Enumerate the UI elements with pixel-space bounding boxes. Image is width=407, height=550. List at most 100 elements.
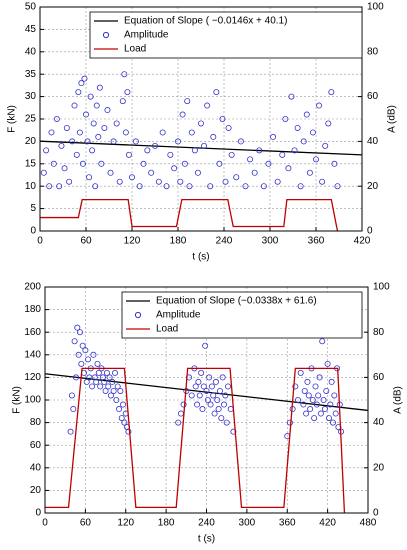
amplitude-point: [119, 98, 126, 105]
amplitude-point: [181, 160, 188, 167]
series-line: [45, 367, 346, 514]
y-tick-label: 30: [25, 91, 37, 102]
amplitude-point: [208, 383, 215, 390]
amplitude-point: [120, 401, 127, 408]
amplitude-point: [71, 338, 78, 345]
y2-tick-label: 20: [373, 462, 385, 473]
x-tick-label: 180: [158, 518, 175, 529]
amplitude-point: [89, 383, 96, 390]
amplitude-point: [206, 374, 213, 381]
amplitude-point: [70, 406, 77, 413]
amplitude-point: [84, 138, 91, 145]
amplitude-point: [212, 378, 219, 385]
legend-marker: [134, 311, 142, 319]
amplitude-point: [79, 160, 86, 167]
amplitude-point: [219, 374, 226, 381]
amplitude-point: [291, 147, 298, 154]
chart: 0 60 120 180 240 300 360 4200510152025303540455…: [7, 2, 398, 263]
legend-box: [121, 291, 363, 339]
y-tick-label: 15: [25, 158, 37, 169]
amplitude-point: [328, 89, 335, 96]
amplitude-point: [144, 147, 151, 154]
amplitude-point: [214, 396, 221, 403]
amplitude-point: [225, 383, 232, 390]
amplitude-point: [85, 356, 92, 363]
amplitude-point: [306, 169, 313, 176]
amplitude-point: [132, 138, 139, 145]
y2-axis-label: A (dB): [387, 105, 398, 133]
amplitude-point: [242, 183, 249, 190]
amplitude-point: [167, 151, 174, 158]
amplitude-point: [319, 338, 326, 345]
y2-tick-label: 0: [373, 508, 379, 519]
y-tick-label: 80: [30, 417, 42, 428]
x-tick-label: 60: [80, 236, 92, 247]
amplitude-point: [107, 392, 114, 399]
amplitude-point: [118, 415, 125, 422]
amplitude-point: [317, 410, 324, 417]
amplitude-point: [210, 392, 217, 399]
amplitude-point: [104, 107, 111, 114]
y-axis-label: F (kN): [7, 105, 18, 133]
y-tick-label: 140: [24, 349, 41, 360]
amplitude-point: [89, 147, 96, 154]
amplitude-point: [312, 156, 319, 163]
amplitude-point: [198, 369, 205, 376]
y-tick-label: 45: [25, 24, 37, 35]
amplitude-point: [114, 383, 121, 390]
amplitude-point: [320, 396, 327, 403]
amplitude-point: [305, 392, 312, 399]
amplitude-point: [106, 374, 113, 381]
amplitude-point: [113, 396, 120, 403]
amplitude-point: [71, 102, 78, 109]
x-tick-label: 240: [198, 518, 215, 529]
x-tick-label: 120: [124, 236, 141, 247]
amplitude-point: [279, 151, 286, 158]
x-tick-label: 360: [279, 518, 296, 529]
amplitude-point: [265, 160, 272, 167]
x-tick-label: 300: [262, 236, 279, 247]
amplitude-point: [177, 178, 184, 185]
y-tick-label: 160: [24, 327, 41, 338]
amplitude-point: [199, 406, 206, 413]
amplitude-point: [93, 378, 100, 385]
y-tick-label: 120: [24, 372, 41, 383]
amplitude-point: [330, 419, 337, 426]
amplitude-point: [204, 102, 211, 109]
amplitude-point: [303, 410, 310, 417]
amplitude-point: [82, 347, 89, 354]
amplitude-point: [227, 406, 234, 413]
amplitude-point: [50, 160, 57, 167]
y-tick-label: 5: [30, 203, 36, 214]
amplitude-point: [125, 151, 132, 158]
legend-label: Load: [124, 44, 146, 55]
amplitude-point: [40, 169, 47, 176]
amplitude-point: [230, 428, 237, 435]
amplitude-point: [196, 392, 203, 399]
amplitude-point: [163, 183, 170, 190]
x-tick-label: 240: [216, 236, 233, 247]
amplitude-point: [216, 160, 223, 167]
amplitude-point: [95, 133, 102, 140]
amplitude-point: [76, 129, 83, 136]
amplitude-point: [270, 133, 277, 140]
amplitude-point: [223, 419, 230, 426]
amplitude-point: [311, 415, 318, 422]
amplitude-point: [116, 178, 123, 185]
amplitude-point: [105, 383, 112, 390]
amplitude-point: [197, 120, 204, 127]
y-tick-label: 100: [24, 395, 41, 406]
amplitude-point: [188, 129, 195, 136]
amplitude-point: [110, 387, 117, 394]
y-tick-label: 10: [25, 181, 37, 192]
plot-frame: [44, 286, 369, 514]
y-tick-label: 0: [35, 508, 41, 519]
y2-tick-label: 80: [373, 327, 385, 338]
amplitude-point: [95, 369, 102, 376]
amplitude-point: [121, 419, 128, 426]
amplitude-point: [179, 111, 186, 118]
amplitude-point: [90, 120, 97, 127]
y2-tick-label: 80: [367, 46, 379, 57]
amplitude-point: [56, 183, 63, 190]
amplitude-point: [140, 160, 147, 167]
